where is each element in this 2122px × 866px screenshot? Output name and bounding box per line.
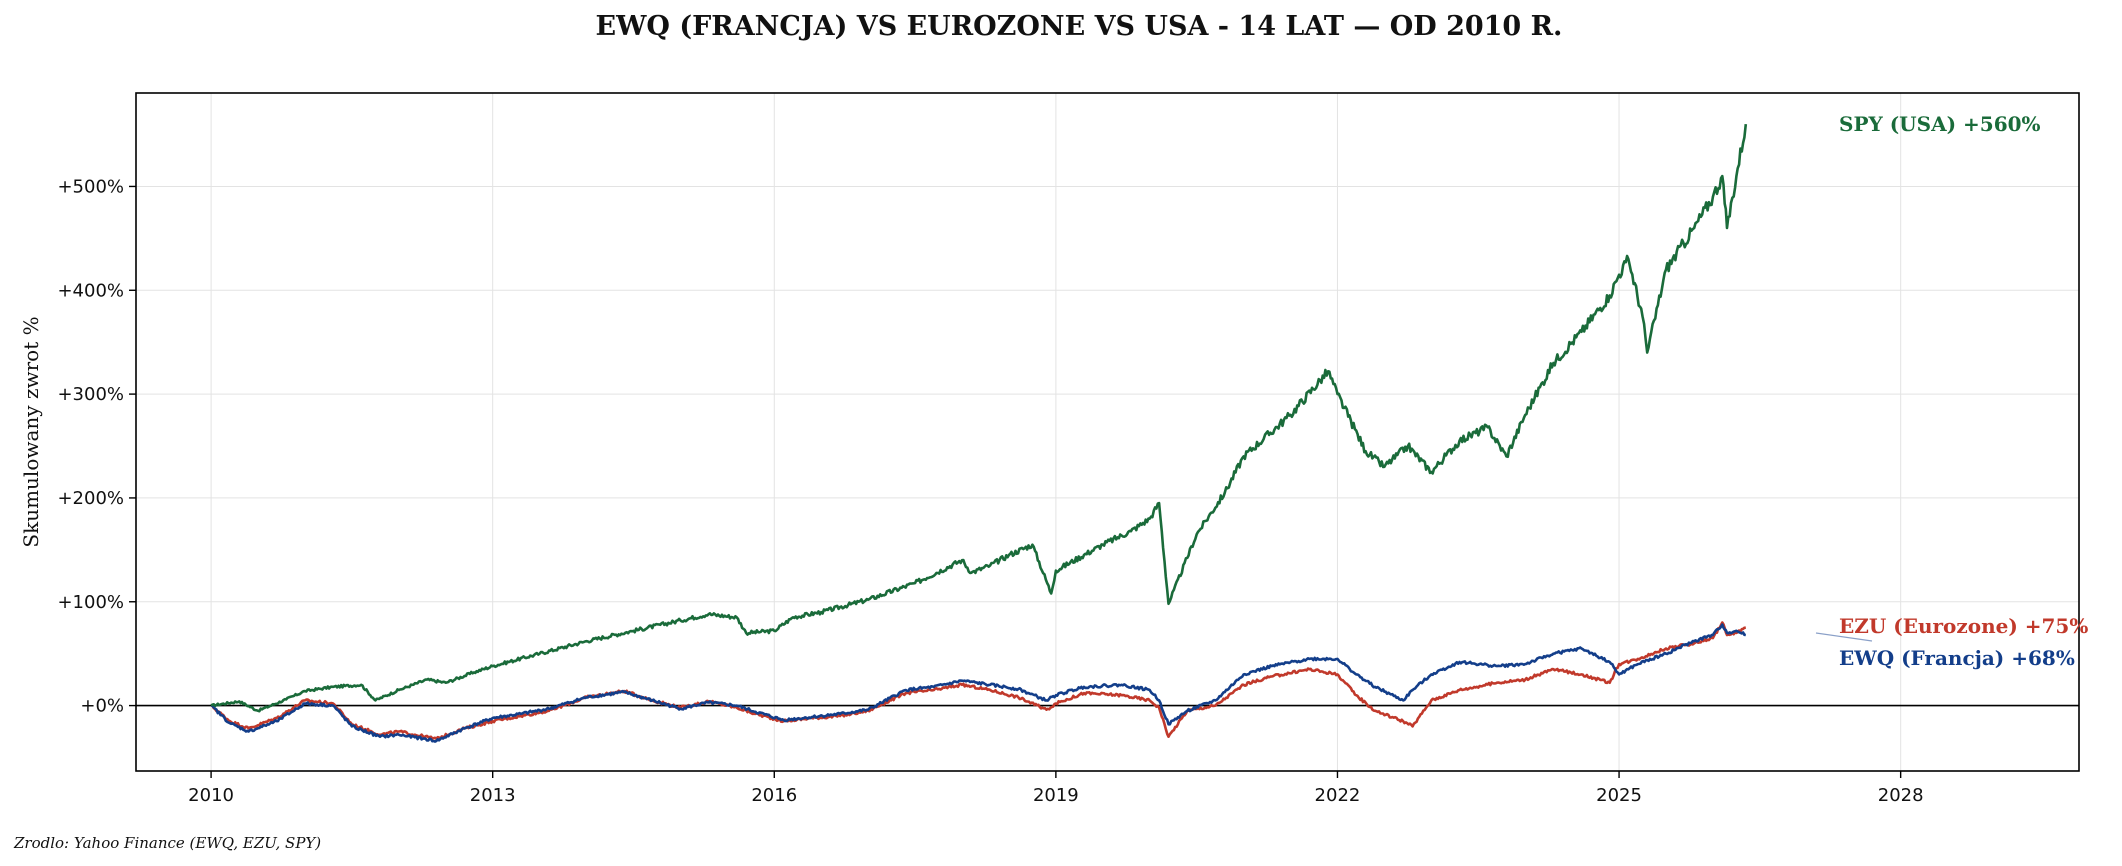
y-tick-label: +400% xyxy=(57,280,124,301)
series-end-label: SPY (USA) +560% xyxy=(1839,112,2041,136)
y-tick-label: +200% xyxy=(57,488,124,509)
x-tick-label: 2013 xyxy=(470,785,516,806)
x-tick-label: 2019 xyxy=(1033,785,1079,806)
series-layer xyxy=(210,123,1748,743)
label-leader-line xyxy=(1815,632,1873,642)
y-axis: +0% +100% +200% +300% +400% +500% xyxy=(57,176,136,717)
y-axis-label: Skumulowany zwrot % xyxy=(19,316,43,547)
x-tick-label: 2010 xyxy=(188,785,234,806)
y-tick-label: +300% xyxy=(57,384,124,405)
chart-title: EWQ (FRANCJA) VS EUROZONE VS USA - 14 LA… xyxy=(596,11,1563,42)
x-axis: 2010 2013 2016 2019 2022 2025 2028 xyxy=(188,771,1924,806)
series-end-label: EWQ (Francja) +68% xyxy=(1839,646,2075,670)
y-tick-label: +500% xyxy=(57,176,124,197)
plot-frame xyxy=(135,92,2080,772)
leader-lines xyxy=(1815,632,1873,642)
source-note: Zrodlo: Yahoo Finance (EWQ, EZU, SPY) xyxy=(13,834,321,852)
y-tick-label: +0% xyxy=(80,696,124,717)
series-line-ewq xyxy=(211,623,1746,743)
series-end-label: EZU (Eurozone) +75% xyxy=(1839,614,2088,638)
x-tick-label: 2025 xyxy=(1596,785,1642,806)
y-tick-label: +100% xyxy=(57,592,124,613)
grid xyxy=(136,93,2079,771)
x-tick-label: 2028 xyxy=(1878,785,1924,806)
end-labels: SPY (USA) +560% EZU (Eurozone) +75% EWQ (F… xyxy=(1839,112,2088,670)
x-tick-label: 2022 xyxy=(1315,785,1361,806)
x-tick-label: 2016 xyxy=(751,785,797,806)
series-line-spy xyxy=(210,123,1748,713)
